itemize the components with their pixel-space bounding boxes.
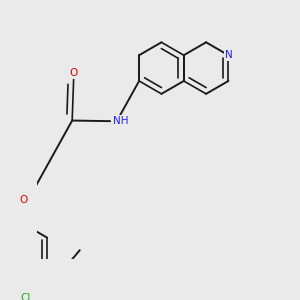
Text: N: N	[224, 50, 232, 60]
Text: Cl: Cl	[21, 292, 31, 300]
Text: O: O	[70, 68, 78, 78]
Text: O: O	[20, 195, 28, 205]
Text: NH: NH	[113, 116, 128, 126]
